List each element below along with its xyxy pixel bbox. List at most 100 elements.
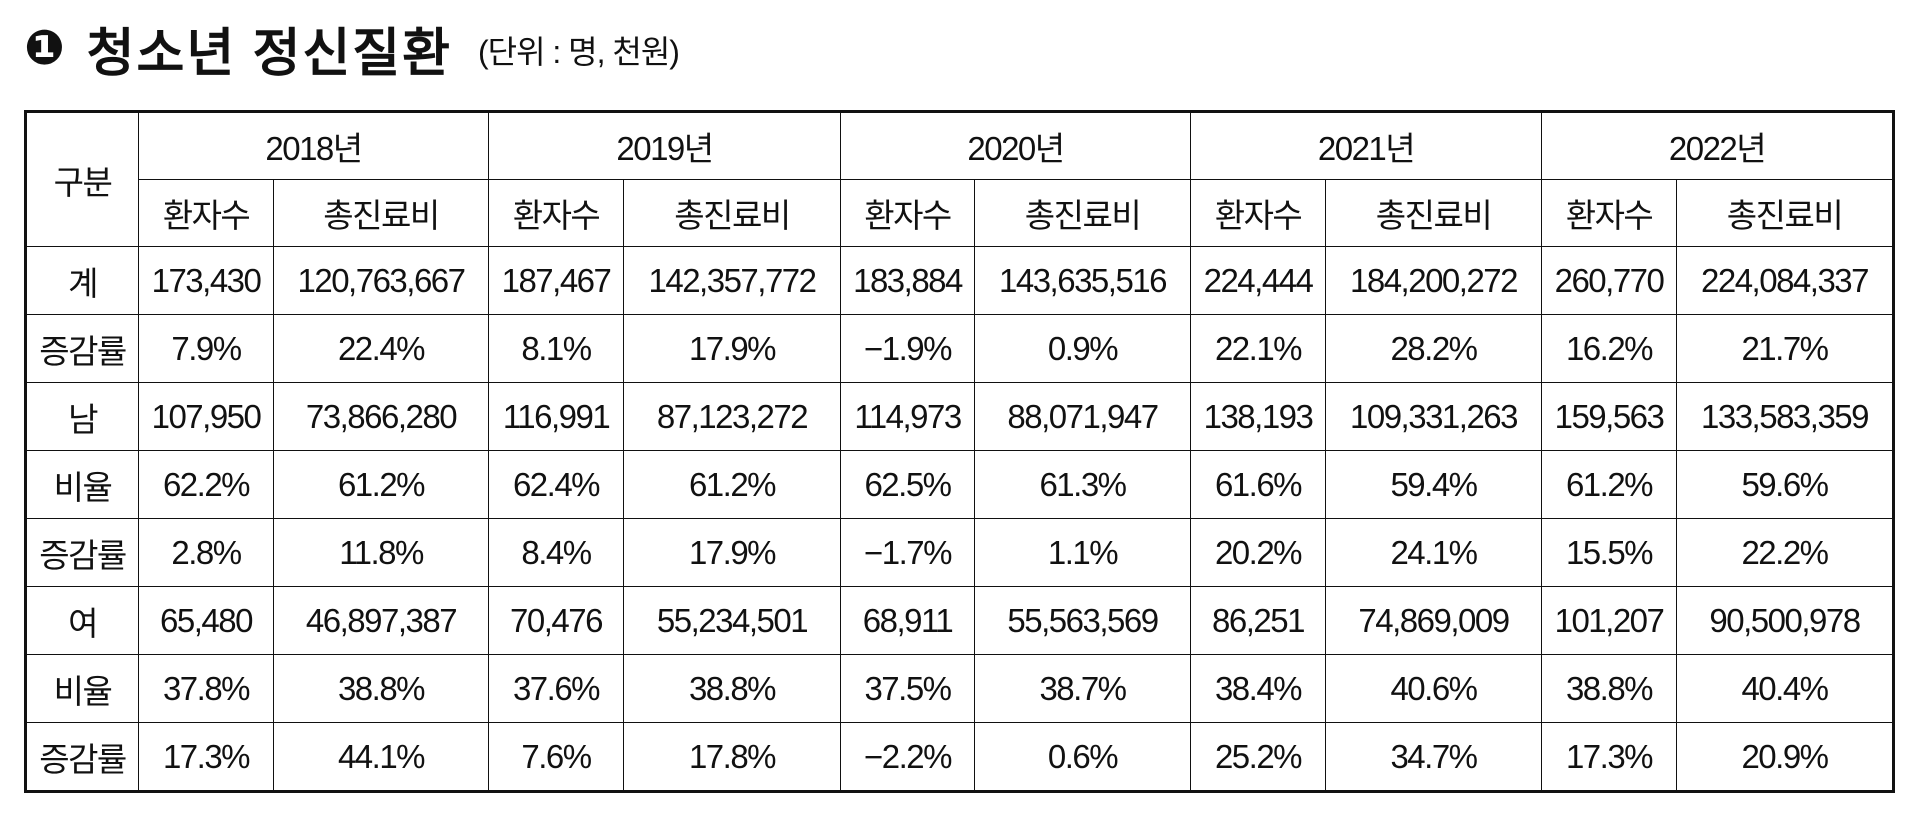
year-header: 2019년 — [488, 111, 841, 180]
table-cell: 101,207 — [1541, 586, 1677, 655]
sub-header: 총진료비 — [1676, 179, 1894, 247]
table-cell: 138,193 — [1190, 382, 1326, 451]
table-cell: 159,563 — [1541, 382, 1677, 451]
row-label: 증감률 — [25, 314, 139, 383]
table-cell: 224,444 — [1190, 246, 1326, 315]
table-cell: 109,331,263 — [1325, 382, 1542, 451]
table-cell: 90,500,978 — [1676, 586, 1894, 655]
table-cell: 62.5% — [840, 450, 975, 519]
table-cell: 22.1% — [1190, 314, 1326, 383]
sub-header: 총진료비 — [273, 179, 489, 247]
table-cell: 184,200,272 — [1325, 246, 1542, 315]
table-cell: 17.9% — [623, 518, 841, 587]
table-row: 계 173,430 120,763,667 187,467 142,357,772 183… — [25, 246, 1894, 315]
table-cell: 260,770 — [1541, 246, 1677, 315]
table-row: 증감률 7.9% 22.4% 8.1% 17.9% −1.9% 0.9% 22.1% 28.2%… — [25, 314, 1894, 383]
table-cell: 40.4% — [1676, 654, 1894, 723]
table-cell: 7.6% — [488, 722, 624, 792]
table-cell: 55,563,569 — [974, 586, 1191, 655]
table-cell: 11.8% — [273, 518, 489, 587]
title-marker: ❶ — [24, 22, 65, 75]
table-cell: 1.1% — [974, 518, 1191, 587]
table-cell: 87,123,272 — [623, 382, 841, 451]
table-cell: 8.4% — [488, 518, 624, 587]
table-cell: 68,911 — [840, 586, 975, 655]
table-cell: 142,357,772 — [623, 246, 841, 315]
table-cell: 24.1% — [1325, 518, 1542, 587]
sub-header: 총진료비 — [623, 179, 841, 247]
sub-header: 총진료비 — [974, 179, 1191, 247]
table-cell: 74,869,009 — [1325, 586, 1542, 655]
table-row: 환자수 총진료비 환자수 총진료비 환자수 총진료비 환자수 총진료비 환자수 총진료비 — [26, 179, 1894, 247]
table-cell: 17.3% — [1541, 722, 1677, 792]
table-cell: 70,476 — [488, 586, 624, 655]
table-cell: −1.7% — [840, 518, 975, 587]
table-row: 비율 62.2% 61.2% 62.4% 61.2% 62.5% 61.3% 61.6% 59.… — [25, 450, 1894, 519]
year-header: 2021년 — [1190, 111, 1542, 180]
row-label: 비율 — [25, 654, 139, 723]
table-row: 증감률 17.3% 44.1% 7.6% 17.8% −2.2% 0.6% 25.2% 34.7… — [25, 722, 1894, 792]
table-cell: 187,467 — [488, 246, 624, 315]
table-cell: 55,234,501 — [623, 586, 841, 655]
table-cell: 40.6% — [1325, 654, 1542, 723]
row-label: 비율 — [25, 450, 139, 519]
table-row: 여 65,480 46,897,387 70,476 55,234,501 68,911 5… — [25, 586, 1894, 655]
table-cell: 37.5% — [840, 654, 975, 723]
unit-note: (단위 : 명, 천원) — [477, 34, 680, 70]
title-block: ❶ 청소년 정신질환 (단위 : 명, 천원) — [24, 8, 680, 88]
table-cell: 59.4% — [1325, 450, 1542, 519]
sub-header: 총진료비 — [1325, 179, 1542, 247]
table-cell: 38.7% — [974, 654, 1191, 723]
table-cell: 61.2% — [623, 450, 841, 519]
table-cell: 38.8% — [623, 654, 841, 723]
table-cell: 20.2% — [1190, 518, 1326, 587]
table-cell: 61.2% — [273, 450, 489, 519]
table-cell: −1.9% — [840, 314, 975, 383]
row-label: 남 — [25, 382, 139, 451]
title: 청소년 정신질환 — [86, 24, 452, 83]
table-cell: 37.6% — [488, 654, 624, 723]
sub-header: 환자수 — [1541, 179, 1677, 247]
table-cell: 34.7% — [1325, 722, 1542, 792]
table-cell: 183,884 — [840, 246, 975, 315]
table-cell: 61.3% — [974, 450, 1191, 519]
year-header: 2022년 — [1541, 111, 1894, 180]
table-cell: 15.5% — [1541, 518, 1677, 587]
table-row: 구분 2018년 2019년 2020년 2021년 2022년 — [25, 111, 1894, 247]
table-cell: 173,430 — [138, 246, 274, 315]
sub-header: 환자수 — [138, 179, 274, 247]
table-cell: 61.6% — [1190, 450, 1326, 519]
row-label: 증감률 — [25, 722, 139, 792]
table-cell: 8.1% — [488, 314, 624, 383]
table-cell: 133,583,359 — [1676, 382, 1894, 451]
table-cell: 2.8% — [138, 518, 274, 587]
table-cell: 0.9% — [974, 314, 1191, 383]
table-cell: 38.8% — [1541, 654, 1677, 723]
table-cell: 22.2% — [1676, 518, 1894, 587]
table-cell: 17.9% — [623, 314, 841, 383]
corner-header: 구분 — [25, 111, 139, 247]
table-cell: 25.2% — [1190, 722, 1326, 792]
row-label: 증감률 — [25, 518, 139, 587]
table-cell: 17.8% — [623, 722, 841, 792]
data-table: 구분 2018년 2019년 2020년 2021년 2022년 환자수 총진료비 환자수 총진료… — [24, 110, 1895, 793]
table-cell: 116,991 — [488, 382, 624, 451]
table-cell: 224,084,337 — [1676, 246, 1894, 315]
table-cell: 62.2% — [138, 450, 274, 519]
table-cell: 86,251 — [1190, 586, 1326, 655]
table-row: 비율 37.8% 38.8% 37.6% 38.8% 37.5% 38.7% 38.4% 40.… — [25, 654, 1894, 723]
table-cell: 59.6% — [1676, 450, 1894, 519]
table-cell: 38.4% — [1190, 654, 1326, 723]
sub-header: 환자수 — [1190, 179, 1326, 247]
row-label: 여 — [25, 586, 139, 655]
table-cell: −2.2% — [840, 722, 975, 792]
year-header: 2020년 — [840, 111, 1191, 180]
year-header: 2018년 — [138, 111, 489, 180]
table-cell: 21.7% — [1676, 314, 1894, 383]
table-cell: 88,071,947 — [974, 382, 1191, 451]
table-cell: 7.9% — [138, 314, 274, 383]
table-cell: 120,763,667 — [273, 246, 489, 315]
table-cell: 37.8% — [138, 654, 274, 723]
row-label: 계 — [25, 246, 139, 315]
